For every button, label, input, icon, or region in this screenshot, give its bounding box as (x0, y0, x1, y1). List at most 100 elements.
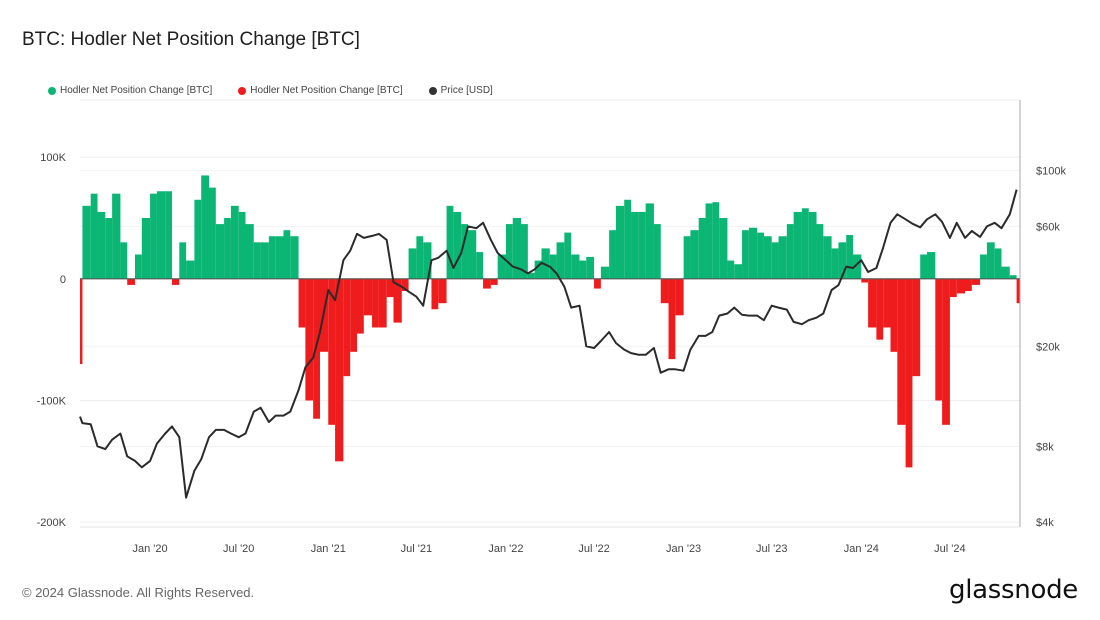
bar-positive (120, 242, 128, 279)
bar-positive (808, 211, 817, 279)
bar-positive (230, 205, 239, 279)
bar-positive (645, 203, 654, 279)
y-left-tick-label: -200K (37, 517, 67, 529)
x-tick-label: Jan '24 (844, 543, 879, 555)
bar-positive (816, 224, 824, 279)
bar-positive (165, 191, 173, 279)
bar-positive (268, 236, 276, 279)
bar-positive (624, 199, 632, 279)
bar-positive (275, 236, 284, 279)
bar-negative (949, 278, 957, 298)
bar-negative (935, 278, 943, 401)
bar-negative (305, 278, 314, 401)
bar-positive (719, 218, 728, 279)
bar-negative (343, 278, 351, 377)
bar-positive (194, 199, 202, 279)
bar-positive (823, 236, 832, 279)
bar-positive (986, 242, 995, 279)
bar-positive (831, 248, 839, 279)
bar-negative (883, 278, 891, 328)
bar-positive (927, 252, 936, 279)
bar-negative (378, 278, 387, 328)
legend-item-negative[interactable]: Hodler Net Position Change [BTC] (238, 85, 403, 96)
bar-positive (209, 187, 216, 279)
bar-positive (253, 242, 261, 279)
glassnode-logo: glassnode (949, 575, 1078, 605)
bar-positive (653, 224, 661, 279)
legend-dot-black-icon (428, 86, 437, 95)
bar-positive (446, 205, 454, 279)
y-left-tick-label: 0 (60, 274, 66, 286)
x-tick-label: Jan '20 (133, 543, 168, 555)
chart-title: BTC: Hodler Net Position Change [BTC] (22, 29, 360, 50)
legend-label: Price [USD] (440, 85, 493, 96)
bar-negative (393, 278, 402, 323)
bar-negative (1016, 278, 1020, 304)
legend-item-positive[interactable]: Hodler Net Position Change [BTC] (48, 85, 212, 96)
y-right-tick-label: $60k (1036, 221, 1060, 233)
y-right-tick-label: $100k (1036, 166, 1066, 178)
bar-positive (615, 205, 625, 279)
bar-positive (467, 230, 477, 279)
y-right-tick-label: $4k (1036, 517, 1054, 529)
legend-dot-red-icon (238, 86, 247, 95)
bar-positive (920, 254, 928, 279)
bar-negative (668, 278, 676, 360)
bar-positive (156, 191, 166, 279)
bar-positive (512, 218, 522, 279)
bar-positive (461, 224, 468, 279)
bar-positive (245, 224, 254, 279)
bar-positive (579, 260, 587, 279)
bar-positive (793, 211, 802, 279)
bar-positive (105, 218, 113, 279)
chart-legend: Hodler Net Position Change [BTC] Hodler … (48, 85, 493, 96)
bar-negative (127, 278, 136, 285)
bar-positive (141, 218, 151, 279)
bar-positive (527, 272, 535, 279)
bar-positive (838, 242, 847, 279)
x-tick-label: Jul '23 (756, 543, 787, 555)
bar-positive (631, 211, 639, 279)
bar-negative (956, 278, 965, 294)
y-left-tick-label: 100K (40, 152, 66, 164)
x-tick-label: Jan '23 (666, 543, 701, 555)
bar-positive (712, 202, 720, 279)
bar-positive (853, 254, 862, 279)
y-right-tick-label: $8k (1036, 441, 1054, 453)
legend-dot-green-icon (48, 86, 56, 95)
bar-positive (238, 211, 246, 279)
bar-positive (521, 224, 528, 279)
bar-negative (868, 278, 877, 328)
bar-positive (1001, 266, 1010, 279)
bar-negative (363, 278, 373, 316)
bar-negative (942, 278, 950, 425)
bar-positive (97, 211, 106, 279)
bar-positive (416, 236, 424, 279)
bar-positive (564, 232, 572, 279)
bar-negative (905, 278, 913, 468)
bar-positive (423, 242, 432, 279)
legend-label: Hodler Net Position Change [BTC] (250, 85, 403, 96)
bar-negative (490, 278, 498, 285)
bar-positive (497, 254, 506, 279)
bar-negative (438, 278, 447, 304)
bar-positive (112, 193, 121, 279)
y-right-tick-label: $20k (1036, 341, 1060, 353)
x-tick-label: Jul '21 (401, 543, 432, 555)
bar-positive (82, 205, 91, 279)
bar-negative (675, 278, 684, 316)
bar-positive (534, 260, 542, 279)
bar-negative (876, 278, 884, 340)
bar-positive (224, 218, 231, 279)
legend-item-price[interactable]: Price [USD] (428, 85, 493, 96)
bar-negative (80, 278, 83, 364)
bar-negative (431, 278, 439, 310)
price-line (79, 189, 1018, 499)
x-tick-label: Jul '20 (223, 543, 254, 555)
x-tick-label: Jul '24 (934, 543, 965, 555)
bar-positive (150, 193, 157, 279)
bar-negative (964, 278, 972, 291)
bar-positive (705, 203, 713, 279)
x-tick-label: Jan '21 (311, 543, 346, 555)
